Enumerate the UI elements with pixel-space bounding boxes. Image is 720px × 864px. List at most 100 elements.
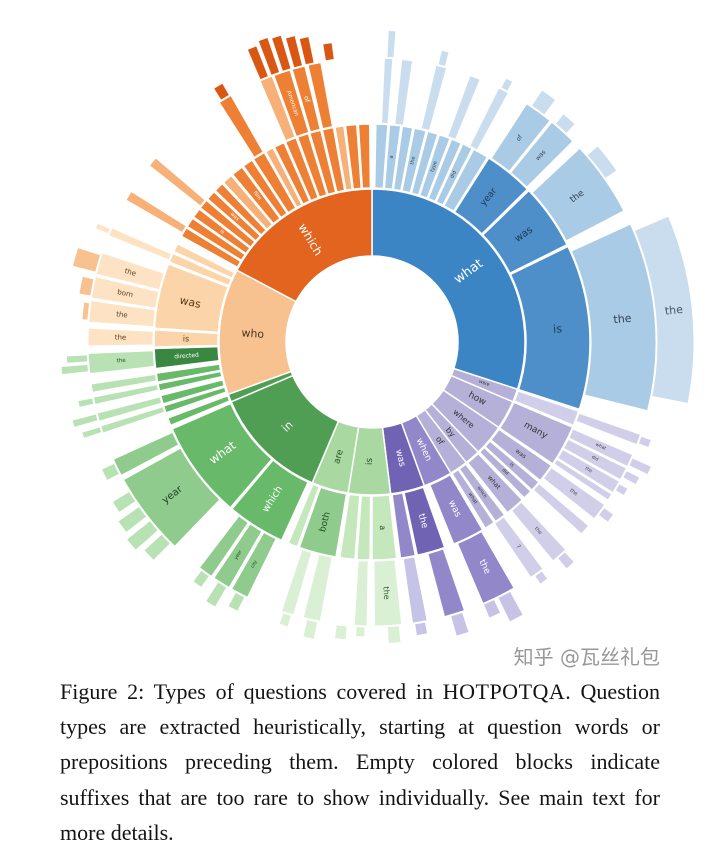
sunburst-segment-directed — [153, 345, 220, 370]
sunburst-label: was — [178, 294, 202, 311]
sunburst-segment — [96, 396, 163, 422]
sunburst-segment — [148, 157, 206, 207]
sunburst-segment-the — [88, 299, 156, 328]
sunburst-label: is — [183, 334, 190, 343]
sunburst-segment — [242, 158, 289, 219]
sunburst-segment-a — [371, 494, 398, 561]
sunburst-label: year — [233, 549, 243, 561]
sunburst-segment — [259, 75, 296, 142]
sunburst-segment — [198, 515, 249, 578]
sunburst-segment-the — [542, 466, 606, 520]
sunburst-label: is — [365, 457, 375, 465]
sunburst-segment-American — [273, 69, 310, 138]
sunburst-segment-was — [510, 121, 574, 188]
sunburst-segment — [392, 125, 414, 192]
sunburst-segment-the — [95, 252, 165, 291]
sunburst-segment — [92, 383, 159, 406]
sunburst-segment — [218, 94, 264, 158]
sunburst-segment — [586, 145, 618, 180]
sunburst-segment — [355, 494, 372, 561]
sunburst-segment — [166, 394, 231, 427]
sunburst-segment — [125, 519, 159, 552]
sunburst-segment-the — [557, 448, 621, 494]
sunburst-label: the — [664, 303, 684, 318]
sunburst-segment — [386, 29, 397, 59]
sunburst-label: the — [568, 488, 578, 498]
sunburst-segment — [391, 492, 417, 559]
caption-text-before: Figure 2: Types of questions covered in — [60, 679, 443, 704]
sunburst-label: was — [229, 211, 241, 222]
sunburst-segment-year — [453, 156, 529, 236]
sunburst-segment — [264, 146, 304, 209]
caption-text-after: . Question types are extracted heuristic… — [60, 679, 660, 845]
sunburst-segment — [112, 431, 180, 477]
sunburst-segment-the — [510, 501, 567, 562]
sunburst-label: a — [389, 155, 395, 159]
sunburst-segment — [100, 462, 121, 482]
sunburst-label: was — [393, 448, 407, 468]
sunburst-segment — [308, 129, 337, 196]
sunburst-segment — [386, 625, 402, 645]
sunburst-segment — [125, 190, 187, 234]
sunburst-segment — [172, 242, 236, 280]
sunburst-label: a — [378, 525, 387, 530]
sunburst-label: the — [416, 513, 430, 530]
sunburst-chart: whatwerehowwherebyofwhenwasisareinwhowhi… — [60, 29, 695, 645]
sunburst-segment — [278, 612, 293, 628]
sunburst-segment — [246, 45, 270, 81]
sunburst-segment-is — [153, 329, 220, 348]
sunburst-segment — [334, 124, 354, 192]
sunburst-segment — [227, 591, 246, 613]
sunburst-label: is — [553, 322, 563, 336]
sunburst-segment-both — [298, 486, 348, 558]
sunburst-segment — [614, 482, 629, 497]
sunburst-segment — [530, 89, 557, 116]
sunburst-segment-the — [570, 223, 657, 412]
sunburst-segment-the — [87, 350, 155, 375]
sunburst-segment — [427, 138, 463, 203]
sunburst-segment — [533, 570, 549, 585]
sunburst-segment — [469, 87, 510, 151]
sunburst-label: the — [533, 526, 543, 536]
sunburst-segment-the — [456, 530, 515, 605]
sunburst-segment — [344, 123, 363, 190]
caption-dataset-name: HOTPOTQA — [442, 679, 566, 704]
sunburst-segment — [199, 199, 257, 249]
sunburst-segment-did — [562, 438, 628, 481]
sunburst-segment-which — [458, 463, 506, 523]
sunburst-segment-did — [478, 446, 532, 500]
sunburst-segment — [353, 560, 369, 627]
sunburst-segment — [410, 130, 439, 197]
sunburst-label: the — [381, 586, 391, 600]
sunburst-segment — [556, 551, 576, 570]
sunburst-segment-was — [489, 428, 553, 482]
sunburst-label: both — [318, 511, 333, 533]
sunburst-label: the — [116, 358, 126, 365]
sunburst-segment — [554, 113, 576, 135]
sunburst-label: were — [478, 379, 491, 389]
sunburst-segment-which — [235, 188, 373, 303]
sunburst-segment — [214, 182, 268, 237]
sunburst-segment — [355, 626, 366, 638]
sunburst-segment-the — [403, 486, 446, 557]
sunburst-segment — [333, 624, 348, 641]
sunburst-segment — [597, 506, 615, 524]
sunburst-segment — [157, 370, 223, 392]
sunburst-segment — [65, 354, 89, 364]
sunburst-label: born — [117, 288, 134, 299]
sunburst-segment — [322, 42, 335, 62]
sunburst-segment-year — [122, 447, 221, 547]
sunburst-segment — [162, 386, 228, 414]
sunburst-segment — [117, 505, 148, 534]
sunburst-segment — [77, 397, 95, 409]
sunburst-segment — [482, 598, 502, 619]
sunburst-label: what — [467, 492, 479, 506]
sunburst-segment-was — [206, 190, 262, 243]
sunburst-segment — [532, 482, 590, 535]
sunburst-segment — [71, 413, 99, 429]
sunburst-segment-? — [493, 516, 544, 579]
sunburst-segment — [280, 548, 313, 616]
sunburst-segment — [81, 301, 91, 321]
sunburst-segment-of — [291, 65, 321, 133]
